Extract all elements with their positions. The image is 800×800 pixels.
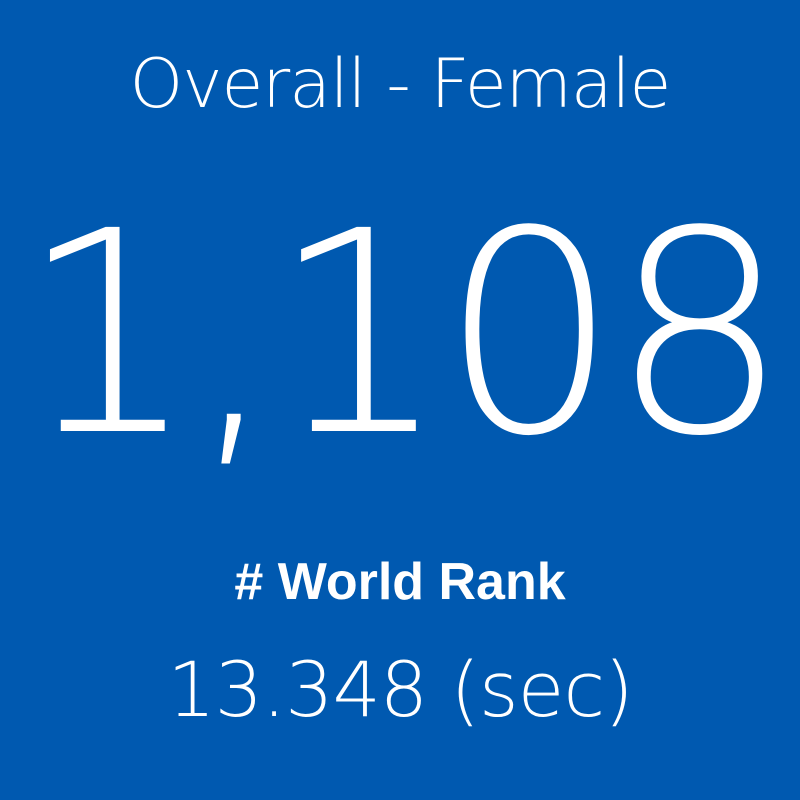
rank-label: # World Rank: [234, 553, 566, 611]
rank-value: 1,108: [19, 172, 789, 498]
tile-title: Overall - Female: [129, 45, 672, 124]
time-value: 13.348 (sec): [167, 645, 634, 734]
